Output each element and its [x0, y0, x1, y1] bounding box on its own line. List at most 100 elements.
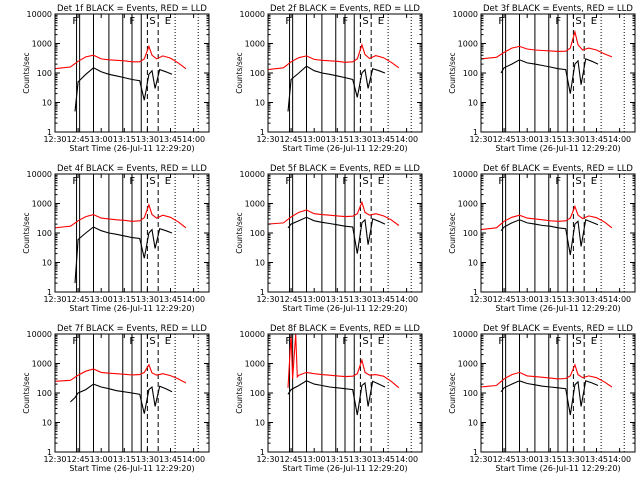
- chart-panel-3: Det 3f BLACK = Events, RED = LLD F F S E 1 10 1…: [448, 4, 636, 153]
- marker-label: F: [72, 336, 78, 347]
- x-axis-label: Start Time (26-Jul-11 12:29:20): [495, 464, 620, 473]
- x-tick-label: 13:00: [303, 135, 326, 144]
- x-tick-label: 12:45: [67, 135, 90, 144]
- x-tick-label: 13:15: [113, 135, 136, 144]
- x-tick-label: 12:45: [280, 295, 303, 304]
- y-tick-label: 1000: [32, 200, 52, 209]
- x-tick-label: 13:15: [326, 295, 349, 304]
- marker-label: E: [165, 176, 171, 187]
- marker-label: F: [498, 336, 504, 347]
- x-tick-label: 12:45: [493, 295, 516, 304]
- x-tick-label: 14:00: [182, 295, 205, 304]
- y-tick-label: 1000: [458, 360, 478, 369]
- marker-label: E: [378, 16, 384, 27]
- series-line-events: [287, 380, 386, 416]
- marker-label: S: [362, 336, 368, 347]
- x-axis-label: Start Time (26-Jul-11 12:29:20): [69, 464, 194, 473]
- y-tick-label: 10000: [240, 170, 265, 179]
- x-tick-label: 12:45: [67, 295, 90, 304]
- series-line-events: [500, 219, 599, 256]
- y-tick-label: 10000: [27, 330, 52, 339]
- marker-label: F: [129, 176, 135, 187]
- x-tick-label: 14:00: [395, 135, 418, 144]
- marker-label: S: [575, 16, 581, 27]
- y-axis-label: Counts/sec: [448, 372, 457, 413]
- y-tick-label: 1000: [32, 360, 52, 369]
- x-tick-label: 13:45: [372, 295, 395, 304]
- x-tick-label: 13:15: [113, 295, 136, 304]
- series-line-events: [287, 65, 386, 112]
- y-tick-label: 1: [47, 288, 52, 297]
- x-tick-label: 14:00: [608, 295, 631, 304]
- series-line-lld: [54, 44, 187, 70]
- marker-label: F: [285, 16, 291, 27]
- x-tick-label: 12:45: [67, 455, 90, 464]
- y-tick-label: 1: [260, 128, 265, 137]
- marker-label: F: [129, 336, 135, 347]
- chart-title: Det 7f BLACK = Events, RED = LLD: [57, 324, 207, 334]
- x-tick-label: 13:15: [539, 455, 562, 464]
- y-tick-label: 1000: [32, 40, 52, 49]
- chart-title: Det 4f BLACK = Events, RED = LLD: [57, 164, 207, 174]
- chart-title: Det 3f BLACK = Events, RED = LLD: [483, 4, 633, 14]
- y-tick-label: 10000: [453, 170, 478, 179]
- x-tick-label: 13:00: [90, 455, 113, 464]
- x-tick-label: 13:00: [516, 455, 539, 464]
- chart-panel-7: Det 7f BLACK = Events, RED = LLD F F S E 1 10 1…: [22, 324, 210, 473]
- y-tick-label: 1000: [458, 200, 478, 209]
- x-tick-label: 13:15: [326, 455, 349, 464]
- marker-label: S: [575, 176, 581, 187]
- series-line-lld: [267, 200, 400, 226]
- y-tick-label: 1: [473, 128, 478, 137]
- x-tick-label: 13:15: [113, 455, 136, 464]
- x-tick-label: 13:45: [585, 135, 608, 144]
- x-tick-label: 14:00: [608, 455, 631, 464]
- x-tick-label: 13:45: [585, 455, 608, 464]
- chart-panel-1: Det 1f BLACK = Events, RED = LLD F F S E 1 10 1…: [22, 4, 210, 153]
- x-tick-label: 13:45: [372, 455, 395, 464]
- y-tick-label: 100: [37, 69, 52, 78]
- y-tick-label: 10000: [453, 10, 478, 19]
- y-tick-label: 10: [255, 99, 265, 108]
- x-tick-label: 13:00: [516, 295, 539, 304]
- x-tick-label: 13:00: [90, 135, 113, 144]
- series-line-lld: [54, 363, 187, 384]
- chart-panel-5: Det 5f BLACK = Events, RED = LLD F F S E 1 10 1…: [235, 164, 423, 313]
- x-tick-label: 12:45: [280, 135, 303, 144]
- series-line-events: [74, 67, 173, 112]
- y-tick-label: 100: [37, 389, 52, 398]
- x-tick-label: 12:30: [469, 295, 492, 304]
- series-line-events: [70, 383, 173, 414]
- marker-label: F: [555, 16, 561, 27]
- marker-label: E: [165, 336, 171, 347]
- y-axis-label: Counts/sec: [235, 372, 244, 413]
- marker-label: F: [285, 336, 291, 347]
- y-tick-label: 1: [473, 288, 478, 297]
- x-tick-label: 12:45: [493, 135, 516, 144]
- series-line-lld: [287, 333, 400, 389]
- y-tick-label: 10: [255, 419, 265, 428]
- y-tick-label: 10: [42, 99, 52, 108]
- x-tick-label: 12:30: [43, 295, 66, 304]
- x-tick-label: 13:45: [372, 135, 395, 144]
- marker-label: F: [342, 336, 348, 347]
- marker-label: E: [591, 336, 597, 347]
- x-tick-label: 13:45: [159, 135, 182, 144]
- x-tick-label: 13:45: [585, 295, 608, 304]
- chart-title: Det 9f BLACK = Events, RED = LLD: [483, 324, 633, 334]
- y-tick-label: 10: [42, 259, 52, 268]
- x-tick-label: 12:30: [256, 455, 279, 464]
- x-tick-label: 14:00: [395, 455, 418, 464]
- marker-label: S: [362, 176, 368, 187]
- series-line-events: [74, 226, 173, 284]
- series-line-events: [287, 216, 386, 254]
- y-axis-label: Counts/sec: [22, 372, 31, 413]
- x-tick-label: 12:30: [469, 455, 492, 464]
- y-tick-label: 1: [47, 448, 52, 457]
- y-axis-label: Counts/sec: [448, 212, 457, 253]
- x-axis-label: Start Time (26-Jul-11 12:29:20): [69, 144, 194, 153]
- chart-panel-8: Det 8f BLACK = Events, RED = LLD F F S E 1 10 1…: [235, 324, 423, 473]
- x-tick-label: 13:15: [326, 135, 349, 144]
- y-tick-label: 1000: [458, 40, 478, 49]
